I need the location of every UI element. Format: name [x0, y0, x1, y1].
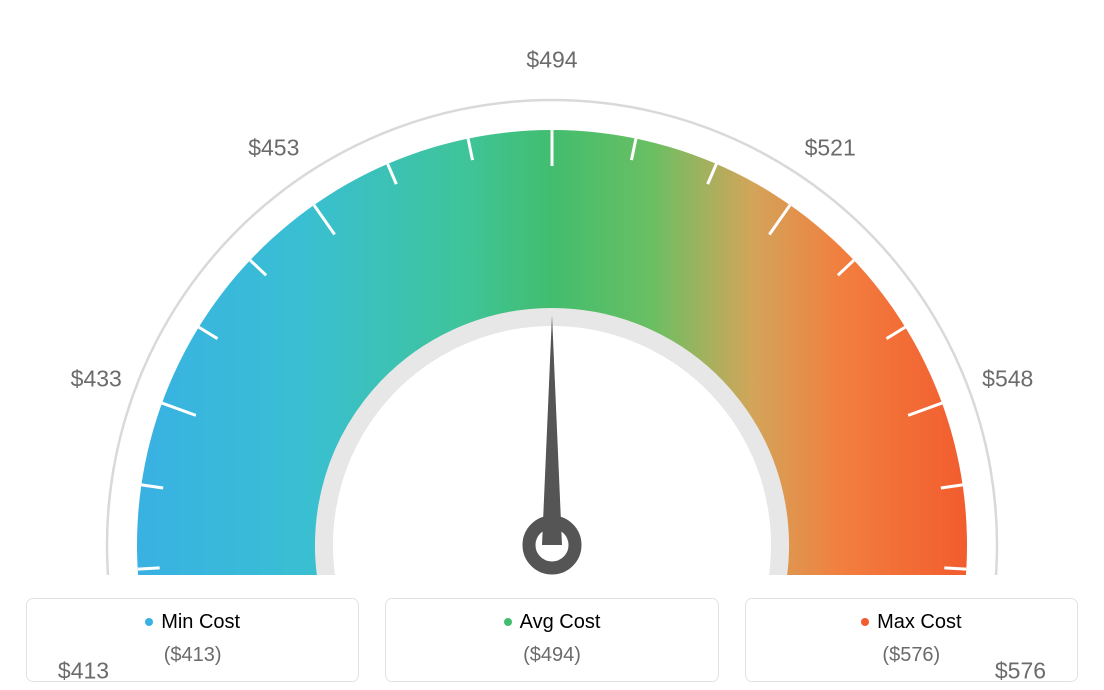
gauge-area: $413$433$453$494$521$548$576 — [0, 0, 1104, 575]
tick-label: $494 — [526, 47, 577, 74]
legend-min-box: Min Cost ($413) — [26, 598, 359, 682]
tick-label: $453 — [248, 134, 299, 161]
tick-label: $433 — [71, 366, 122, 393]
legend-min-title: Min Cost — [27, 611, 358, 634]
legend-max-box: Max Cost ($576) — [745, 598, 1078, 682]
legend-min-dot — [145, 618, 153, 626]
tick-label: $521 — [805, 134, 856, 161]
legend-row: Min Cost ($413) Avg Cost ($494) Max Cost… — [0, 590, 1104, 690]
legend-avg-box: Avg Cost ($494) — [385, 598, 718, 682]
legend-min-value: ($413) — [27, 644, 358, 667]
legend-min-label: Min Cost — [161, 611, 240, 633]
legend-avg-dot — [504, 618, 512, 626]
gauge-chart-container: $413$433$453$494$521$548$576 Min Cost ($… — [0, 0, 1104, 690]
legend-max-dot — [861, 618, 869, 626]
legend-avg-label: Avg Cost — [520, 611, 601, 633]
legend-avg-title: Avg Cost — [386, 611, 717, 634]
gauge-svg — [0, 0, 1104, 575]
legend-avg-value: ($494) — [386, 644, 717, 667]
legend-max-value: ($576) — [746, 644, 1077, 667]
legend-max-title: Max Cost — [746, 611, 1077, 634]
tick-label: $548 — [982, 366, 1033, 393]
legend-max-label: Max Cost — [877, 611, 961, 633]
